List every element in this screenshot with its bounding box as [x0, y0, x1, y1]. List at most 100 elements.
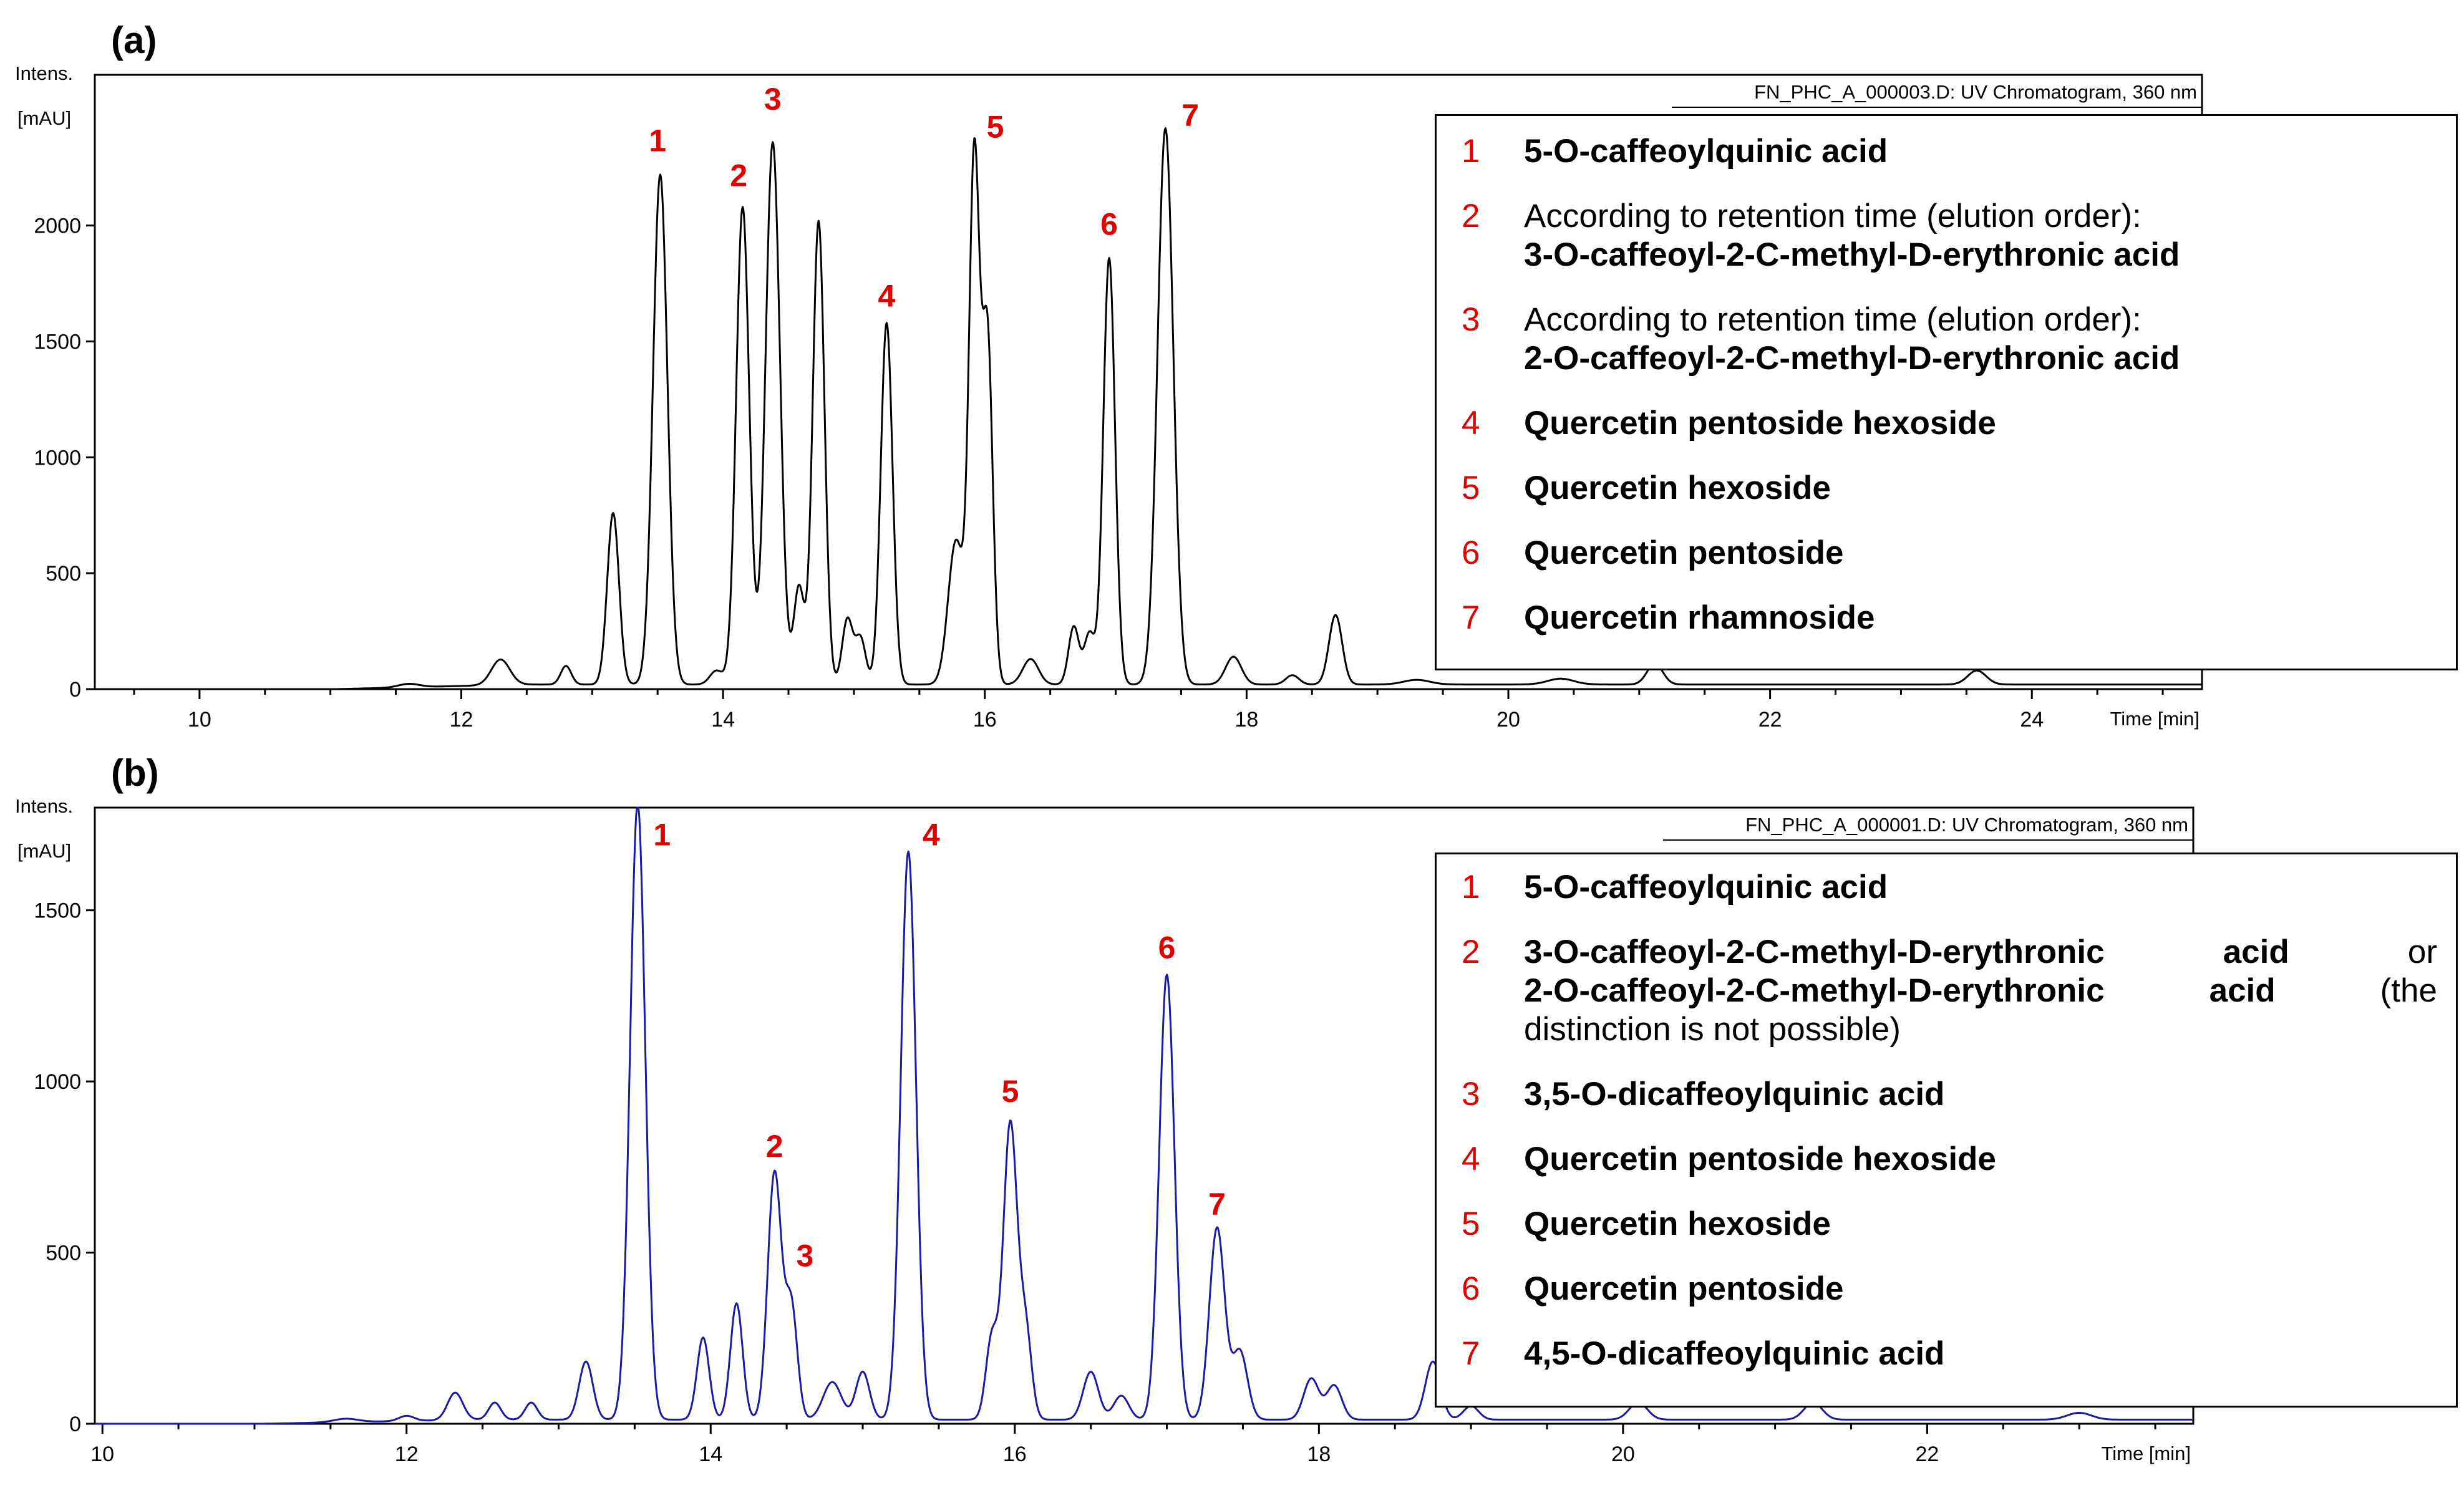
chart-a-title: FN_PHC_A_000003.D: UV Chromatogram, 360 … [1754, 81, 2197, 103]
chart-a-ylabel-line1: Intens. [15, 62, 73, 84]
chart-a-xtick-label: 22 [1758, 708, 1782, 732]
chart-b-peak-label: 3 [796, 1239, 813, 1273]
chart-a-xlabel: Time [min] [2110, 708, 2200, 730]
legend-a-item-name: Quercetin hexoside [1524, 470, 1831, 506]
legend-b-item-6: 6 Quercetin pentoside [1462, 1270, 2437, 1308]
legend-b-item-4: 4 Quercetin pentoside hexoside [1462, 1140, 2437, 1179]
chart-b-xtick-label: 20 [1611, 1442, 1635, 1466]
legend-a-item-number: 1 [1462, 133, 1480, 170]
legend-a-item-1: 1 5-O-caffeoylquinic acid [1462, 132, 2437, 171]
legend-a-item-note: According to retention time (elution ord… [1524, 301, 2141, 338]
legend-b-item-number: 6 [1462, 1270, 1480, 1307]
legend-b-item-number: 7 [1462, 1335, 1480, 1372]
legend-b-item-name: 3-O-caffeoyl-2-C-methyl-D-erythronic [1524, 934, 2105, 970]
chart-a-peak-label: 2 [730, 158, 747, 193]
legend-b-item-number: 4 [1462, 1141, 1480, 1177]
legend-b-item-the: (the [2380, 972, 2437, 1009]
legend-a-item-number: 3 [1462, 301, 1480, 338]
legend-a-item-name: 3-O-caffeoyl-2-C-methyl-D-erythronic aci… [1524, 236, 2180, 273]
legend-b-item-2: 2 3-O-caffeoyl-2-C-methyl-D-erythronic a… [1462, 933, 2437, 1049]
chart-a-xtick-label: 12 [450, 708, 473, 732]
legend-b-item-number: 1 [1462, 869, 1480, 906]
chart-b-xtick-label: 16 [1003, 1442, 1027, 1466]
chart-b-xtick-label: 18 [1307, 1442, 1331, 1466]
chart-a-ylabel-line2: [mAU] [17, 107, 71, 129]
chart-b-ylabel-line2: [mAU] [17, 840, 71, 862]
legend-b-item-line-1: 3-O-caffeoyl-2-C-methyl-D-erythronic aci… [1524, 933, 2437, 972]
legend-b-item-name: 3,5-O-dicaffeoylquinic acid [1524, 1076, 1945, 1113]
legend-b-item-name: 4,5-O-dicaffeoylquinic acid [1524, 1335, 1945, 1372]
chart-a-peak-label: 6 [1100, 206, 1118, 241]
legend-a-item-4: 4 Quercetin pentoside hexoside [1462, 404, 2437, 443]
legend-a-item-2: 2 According to retention time (elution o… [1462, 197, 2437, 274]
chart-a-xtick-label: 10 [188, 708, 211, 732]
chart-b-xtick-label: 10 [90, 1442, 114, 1466]
chart-a-xtick-label: 14 [711, 708, 735, 732]
chart-b-peak-label: 1 [653, 817, 671, 852]
chart-a-ytick-label: 0 [69, 678, 81, 702]
chart-b-xtick-label: 12 [395, 1442, 419, 1466]
legend-b: 1 5-O-caffeoylquinic acid 2 3-O-caffeoyl… [1435, 853, 2458, 1408]
legend-a-item-body: According to retention time (elution ord… [1524, 301, 2437, 378]
legend-b-item-name: Quercetin pentoside [1524, 1270, 1844, 1307]
legend-a-item-body: According to retention time (elution ord… [1524, 197, 2437, 274]
legend-b-item-number: 5 [1462, 1205, 1480, 1242]
legend-b-item-name: 2-O-caffeoyl-2-C-methyl-D-erythronic [1524, 972, 2105, 1009]
chart-b-xtick-label: 22 [1915, 1442, 1939, 1466]
legend-a-item-name: 5-O-caffeoylquinic acid [1524, 133, 1888, 170]
chart-b-xlabel: Time [min] [2101, 1442, 2191, 1464]
chart-b-ytick-label: 0 [69, 1413, 81, 1436]
chart-a-peak-label: 4 [878, 279, 895, 314]
legend-a-item-6: 6 Quercetin pentoside [1462, 534, 2437, 572]
chart-b-peak-label: 2 [766, 1129, 783, 1164]
chart-b-title: FN_PHC_A_000001.D: UV Chromatogram, 360 … [1745, 814, 2188, 836]
panel-letter-a: (a) [111, 19, 157, 61]
legend-b-item-number: 3 [1462, 1076, 1480, 1113]
chart-b-ytick-label: 500 [46, 1242, 81, 1265]
legend-a: 1 5-O-caffeoylquinic acid 2 According to… [1435, 114, 2458, 670]
chart-a-ytick-label: 1500 [34, 330, 81, 354]
chart-a-xtick-label: 20 [1496, 708, 1520, 732]
chart-a-peak-label: 1 [649, 123, 666, 158]
legend-b-item-body: 3-O-caffeoyl-2-C-methyl-D-erythronic aci… [1524, 933, 2437, 1049]
chart-a-peak-label: 5 [987, 109, 1004, 144]
legend-b-item-3: 3 3,5-O-dicaffeoylquinic acid [1462, 1075, 2437, 1114]
legend-b-item-number: 2 [1462, 934, 1480, 970]
chart-b-peak-label: 6 [1158, 930, 1176, 965]
legend-a-item-number: 6 [1462, 534, 1480, 571]
chart-a-xtick-label: 24 [2020, 708, 2044, 732]
legend-b-item-name: 5-O-caffeoylquinic acid [1524, 869, 1888, 906]
chart-b-peak-label: 4 [923, 817, 940, 852]
legend-a-item-number: 4 [1462, 405, 1480, 442]
chart-b-peak-label: 7 [1208, 1187, 1226, 1222]
chart-b-ylabel-line1: Intens. [15, 795, 73, 817]
chart-a-peak-label: 7 [1181, 98, 1199, 133]
legend-b-item-acid: acid [2209, 972, 2276, 1009]
chart-b-peak-label: 5 [1002, 1074, 1019, 1109]
legend-b-item-or: or [2407, 934, 2437, 970]
legend-a-item-number: 5 [1462, 470, 1480, 506]
legend-b-item-name: Quercetin pentoside hexoside [1524, 1141, 1996, 1177]
legend-a-item-note: According to retention time (elution ord… [1524, 198, 2141, 234]
chart-a-xtick-label: 16 [973, 708, 997, 732]
legend-a-item-number: 7 [1462, 599, 1480, 636]
legend-a-item-name: Quercetin pentoside hexoside [1524, 405, 1996, 442]
chart-a-trace-line [95, 127, 2203, 690]
chart-a-peak-label: 3 [764, 82, 782, 117]
legend-a-item-7: 7 Quercetin rhamnoside [1462, 599, 2437, 637]
legend-a-item-number: 2 [1462, 198, 1480, 234]
legend-a-item-5: 5 Quercetin hexoside [1462, 469, 2437, 508]
legend-b-item-7: 7 4,5-O-dicaffeoylquinic acid [1462, 1335, 2437, 1373]
legend-b-item-line-3: distinction is not possible) [1524, 1011, 1901, 1048]
panel-letter-b: (b) [111, 752, 159, 794]
legend-b-item-5: 5 Quercetin hexoside [1462, 1205, 2437, 1244]
legend-a-item-name: Quercetin rhamnoside [1524, 599, 1875, 636]
legend-b-item-line-2: 2-O-caffeoyl-2-C-methyl-D-erythronic aci… [1524, 972, 2437, 1010]
legend-a-item-3: 3 According to retention time (elution o… [1462, 301, 2437, 378]
chart-a-xtick-label: 18 [1234, 708, 1258, 732]
chart-a-ytick-label: 2000 [34, 215, 81, 238]
chart-b-trace-line [95, 806, 2194, 1425]
legend-b-item-name: Quercetin hexoside [1524, 1205, 1831, 1242]
chart-a-ytick-label: 1000 [34, 446, 81, 470]
